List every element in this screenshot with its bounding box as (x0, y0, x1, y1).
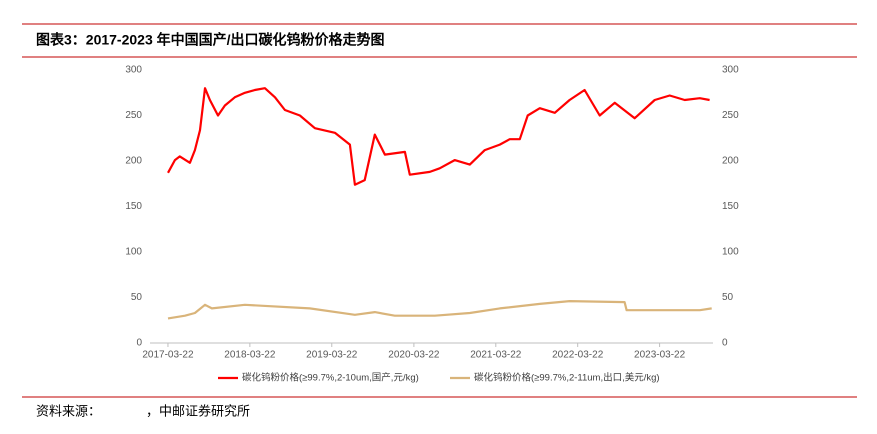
y2-tick-label: 0 (722, 338, 728, 349)
x-tick-label: 2020-03-22 (388, 350, 440, 361)
series-line (167, 300, 712, 320)
y-tick-label: 300 (125, 65, 142, 76)
y2-tick-label: 200 (722, 156, 739, 167)
series-line (167, 87, 710, 186)
x-tick-label: 2022-03-22 (552, 350, 604, 361)
y-tick-label: 150 (125, 201, 142, 212)
legend-label: 碳化钨粉价格(≥99.7%,2-10um,国产,元/kg) (242, 372, 419, 384)
y-tick-label: 200 (125, 156, 142, 167)
y2-tick-label: 300 (722, 65, 739, 76)
y2-tick-label: 250 (722, 110, 739, 121)
y-tick-label: 250 (125, 110, 142, 121)
x-tick-label: 2018-03-22 (224, 350, 276, 361)
x-tick-label: 2021-03-22 (470, 350, 522, 361)
x-tick-label: 2023-03-22 (634, 350, 686, 361)
y2-tick-label: 50 (722, 292, 734, 303)
y2-tick-label: 150 (722, 201, 739, 212)
legend-label: 碳化钨粉价格(≥99.7%,2-11um,出口,美元/kg) (474, 372, 660, 384)
source-label: 资料来源： (36, 403, 101, 418)
x-tick-label: 2019-03-22 (306, 350, 358, 361)
source: ，中邮证券研究所 (146, 403, 250, 418)
y-tick-label: 100 (125, 247, 142, 258)
y-tick-label: 0 (136, 338, 142, 349)
x-tick-label: 2017-03-22 (142, 350, 194, 361)
y-tick-label: 50 (131, 292, 143, 303)
chart-title: 图表3：2017-2023 年中国国产/出口碳化钨粉价格走势图 (36, 32, 385, 48)
y2-tick-label: 100 (722, 247, 739, 258)
